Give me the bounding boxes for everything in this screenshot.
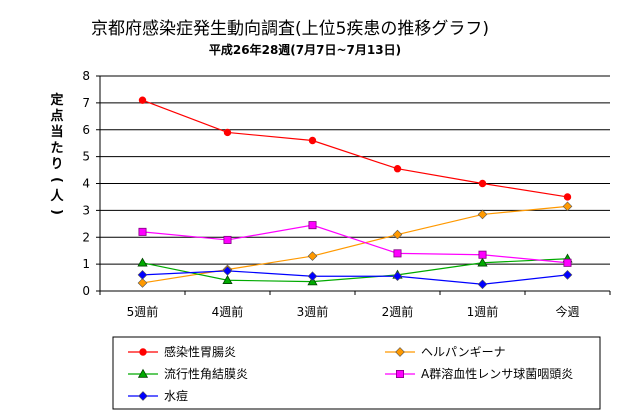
data-point	[478, 179, 487, 188]
gridlines	[100, 75, 610, 265]
data-point	[307, 251, 318, 261]
data-point	[138, 227, 147, 236]
y-axis-label-char: 人	[50, 188, 64, 204]
data-point	[137, 257, 148, 267]
series-line	[142, 224, 568, 264]
series-line	[142, 258, 568, 283]
y-tick-label: 8	[82, 69, 90, 83]
y-tick-label: 0	[82, 284, 90, 298]
series-group	[138, 221, 572, 267]
y-tick-label: 1	[82, 257, 90, 271]
data-point	[563, 193, 572, 201]
x-tick-label: 1週前	[467, 304, 499, 319]
legend-swatch-marker	[137, 368, 149, 378]
legend-swatch-marker	[138, 391, 148, 401]
legend-swatch-marker	[395, 369, 404, 378]
axes	[96, 75, 611, 295]
legend-label: 水痘	[164, 388, 188, 403]
data-point	[477, 279, 488, 290]
series-line	[142, 99, 568, 198]
data-point	[137, 270, 148, 280]
x-tick-label: 4週前	[212, 304, 244, 319]
chart-subtitle: 平成26年28週(7月7日~7月13日)	[209, 42, 401, 57]
series-group	[137, 266, 573, 290]
data-point	[307, 276, 318, 286]
legend-item: 水痘	[128, 388, 188, 403]
chart-title: 京都府感染症発生動向調査(上位5疾患の推移グラフ)	[91, 19, 489, 39]
data-point	[478, 250, 487, 259]
series-group	[138, 96, 572, 201]
y-axis-label-char: 当	[50, 124, 63, 140]
data-point	[222, 266, 233, 276]
y-tick-label: 3	[82, 203, 90, 217]
x-tick-label: 3週前	[297, 304, 329, 319]
data-point	[563, 258, 572, 267]
y-tick-label: 7	[82, 96, 90, 110]
y-axis-label-char: 点	[50, 108, 63, 124]
series-lines	[137, 96, 573, 290]
legend-item: A群溶血性レンサ球菌咽頭炎	[385, 366, 573, 381]
y-axis-label-char: (	[49, 177, 64, 183]
legend-item: ヘルパンギーナ	[385, 345, 506, 359]
legend-item: 流行性角結膜炎	[128, 367, 248, 381]
y-tick-label: 5	[82, 150, 90, 164]
data-point	[393, 249, 402, 258]
legend-label: 感染性胃腸炎	[164, 344, 236, 359]
x-tick-label: 今週	[555, 304, 579, 319]
y-tick-label: 4	[82, 177, 90, 191]
legend-label: 流行性角結膜炎	[164, 367, 248, 381]
legend-swatch-marker	[139, 348, 147, 356]
data-point	[477, 209, 488, 220]
y-tick-labels: 0 1 2 3 4 5 6 7 8	[82, 69, 90, 298]
y-axis-label-char: た	[50, 141, 63, 156]
legend-label: ヘルパンギーナ	[421, 345, 506, 359]
y-axis-label-char: 定	[49, 92, 63, 108]
y-tick-label: 2	[82, 230, 90, 244]
x-tick-label: 5週前	[127, 304, 159, 319]
data-point	[562, 201, 573, 212]
data-point	[307, 271, 318, 282]
data-point	[392, 271, 403, 282]
data-point	[137, 278, 148, 288]
data-point	[477, 257, 488, 267]
data-point	[222, 275, 233, 284]
data-point	[138, 96, 147, 104]
x-tick-labels: 5週前 4週前 3週前 2週前 1週前 今週	[127, 304, 580, 319]
data-point	[223, 128, 232, 137]
data-point	[223, 235, 232, 244]
legend-label: A群溶血性レンサ球菌咽頭炎	[421, 366, 573, 381]
y-tick-label: 6	[82, 123, 90, 137]
data-point	[308, 221, 317, 230]
data-point	[393, 165, 402, 173]
legend-item: 感染性胃腸炎	[128, 344, 236, 359]
data-point	[562, 270, 573, 280]
data-point	[308, 136, 317, 145]
legend-swatch-marker	[395, 347, 405, 357]
legend-box	[112, 336, 601, 410]
y-axis-label-char: り	[50, 157, 63, 172]
y-axis-label-char: )	[49, 209, 64, 215]
series-line	[142, 270, 568, 285]
x-tick-label: 2週前	[382, 304, 414, 319]
data-point	[392, 229, 403, 240]
